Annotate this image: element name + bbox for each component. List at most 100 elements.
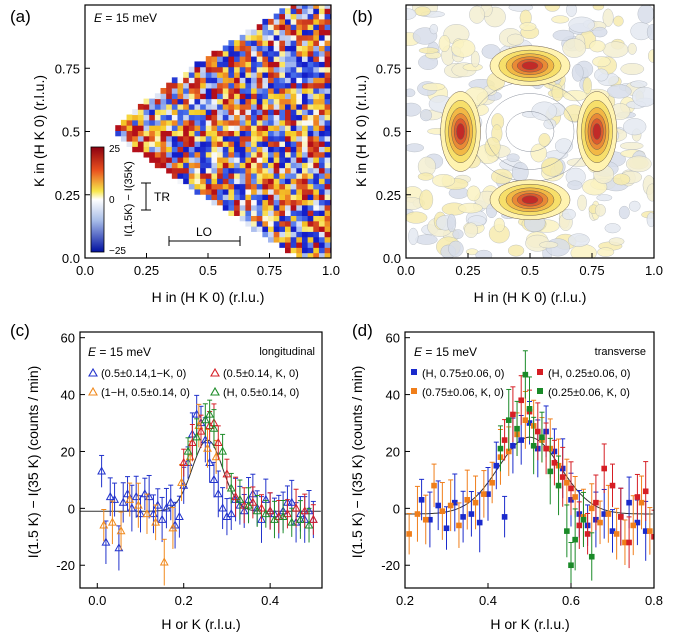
- heatmap-cell: [268, 188, 275, 195]
- heatmap-cell: [245, 82, 252, 89]
- heatmap-cell: [296, 29, 303, 36]
- heatmap-cell: [313, 77, 320, 84]
- heatmap-cell: [154, 162, 162, 169]
- heatmap-cell: [285, 167, 292, 174]
- heatmap-cell: [307, 66, 314, 73]
- heatmap-cell: [313, 40, 320, 46]
- heatmap-cell: [239, 151, 246, 158]
- heatmap-cell: [245, 77, 252, 84]
- heatmap-cell: [313, 34, 320, 41]
- heatmap-cell: [245, 50, 252, 57]
- contour-blob: [628, 200, 641, 212]
- heatmap-cell: [296, 162, 303, 169]
- heatmap-cell: [273, 13, 280, 20]
- heatmap-cell: [318, 45, 326, 52]
- heatmap-cell: [301, 8, 309, 15]
- heatmap-cell: [183, 103, 190, 110]
- panel-c-plot: [80, 394, 321, 586]
- heatmap-cell: [262, 204, 269, 211]
- data-point: [651, 534, 654, 540]
- heatmap-cell: [296, 82, 303, 89]
- data-point: [597, 519, 603, 526]
- heatmap-cell: [301, 24, 309, 31]
- heatmap-cell: [211, 87, 218, 94]
- heatmap-cell: [222, 199, 229, 206]
- heatmap-cell: [211, 50, 218, 57]
- heatmap-cell: [313, 242, 320, 248]
- heatmap-cell: [228, 162, 235, 169]
- heatmap-cell: [137, 125, 145, 131]
- y-tick-label: 40: [61, 388, 75, 403]
- heatmap-cell: [285, 130, 292, 137]
- contour-blob: [592, 5, 605, 11]
- heatmap-cell: [285, 215, 292, 222]
- heatmap-cell: [251, 93, 258, 100]
- heatmap-cell: [296, 24, 303, 31]
- heatmap-cell: [143, 146, 150, 153]
- panel-c-mode: longitudinal: [259, 346, 315, 358]
- heatmap-cell: [262, 24, 269, 31]
- heatmap-cell: [324, 199, 331, 206]
- heatmap-cell: [268, 93, 275, 100]
- data-point: [539, 434, 545, 441]
- heatmap-cell: [171, 109, 178, 116]
- heatmap-cell: [245, 215, 252, 222]
- heatmap-cell: [290, 18, 297, 25]
- heatmap-cell: [273, 141, 280, 147]
- heatmap-cell: [154, 93, 162, 100]
- heatmap-cell: [245, 199, 252, 206]
- heatmap-cell: [279, 178, 286, 185]
- y-tick-label: 60: [386, 331, 400, 346]
- panel-b-label: (b): [352, 7, 373, 26]
- heatmap-cell: [296, 45, 303, 52]
- heatmap-cell: [183, 114, 190, 121]
- heatmap-cell: [205, 135, 212, 142]
- heatmap-cell: [183, 125, 190, 131]
- heatmap-cell: [290, 178, 297, 185]
- heatmap-cell: [301, 172, 309, 179]
- heatmap-cell: [177, 130, 184, 137]
- heatmap-cell: [166, 93, 173, 100]
- contour-blob: [620, 63, 645, 75]
- data-point: [460, 514, 466, 520]
- heatmap-cell: [262, 210, 269, 216]
- heatmap-cell: [307, 172, 314, 179]
- heatmap-cell: [301, 141, 309, 147]
- heatmap-cell: [313, 8, 320, 15]
- heatmap-cell: [120, 135, 128, 142]
- heatmap-cell: [143, 103, 150, 110]
- heatmap-cell: [324, 183, 331, 190]
- heatmap-cell: [318, 61, 326, 68]
- heatmap-cell: [296, 34, 303, 41]
- heatmap-cell: [251, 130, 258, 137]
- heatmap-cell: [126, 119, 133, 126]
- heatmap-cell: [239, 146, 246, 153]
- heatmap-cell: [324, 114, 331, 121]
- heatmap-cell: [318, 157, 326, 163]
- heatmap-cell: [324, 157, 331, 163]
- heatmap-cell: [154, 109, 162, 116]
- heatmap-cell: [324, 18, 331, 25]
- heatmap-cell: [228, 93, 235, 100]
- heatmap-cell: [301, 40, 309, 46]
- data-point: [464, 497, 471, 503]
- heatmap-cell: [290, 247, 297, 254]
- contour-blob: [475, 249, 493, 258]
- heatmap-cell: [239, 87, 246, 94]
- heatmap-cell: [296, 199, 303, 206]
- heatmap-cell: [228, 167, 235, 174]
- heatmap-cell: [239, 172, 246, 179]
- panel-b-xticks: 0.0 0.25 0.5 0.75 1.0: [397, 253, 663, 278]
- heatmap-cell: [318, 103, 326, 110]
- heatmap-cell: [211, 194, 218, 201]
- heatmap-cell: [194, 66, 201, 73]
- data-point: [414, 511, 421, 517]
- heatmap-cell: [307, 157, 314, 163]
- heatmap-cell: [296, 242, 303, 248]
- heatmap-cell: [268, 103, 275, 110]
- heatmap-cell: [245, 72, 252, 78]
- data-point: [110, 494, 120, 503]
- heatmap-cell: [183, 178, 190, 185]
- heatmap-cell: [324, 77, 331, 84]
- data-point: [168, 523, 178, 532]
